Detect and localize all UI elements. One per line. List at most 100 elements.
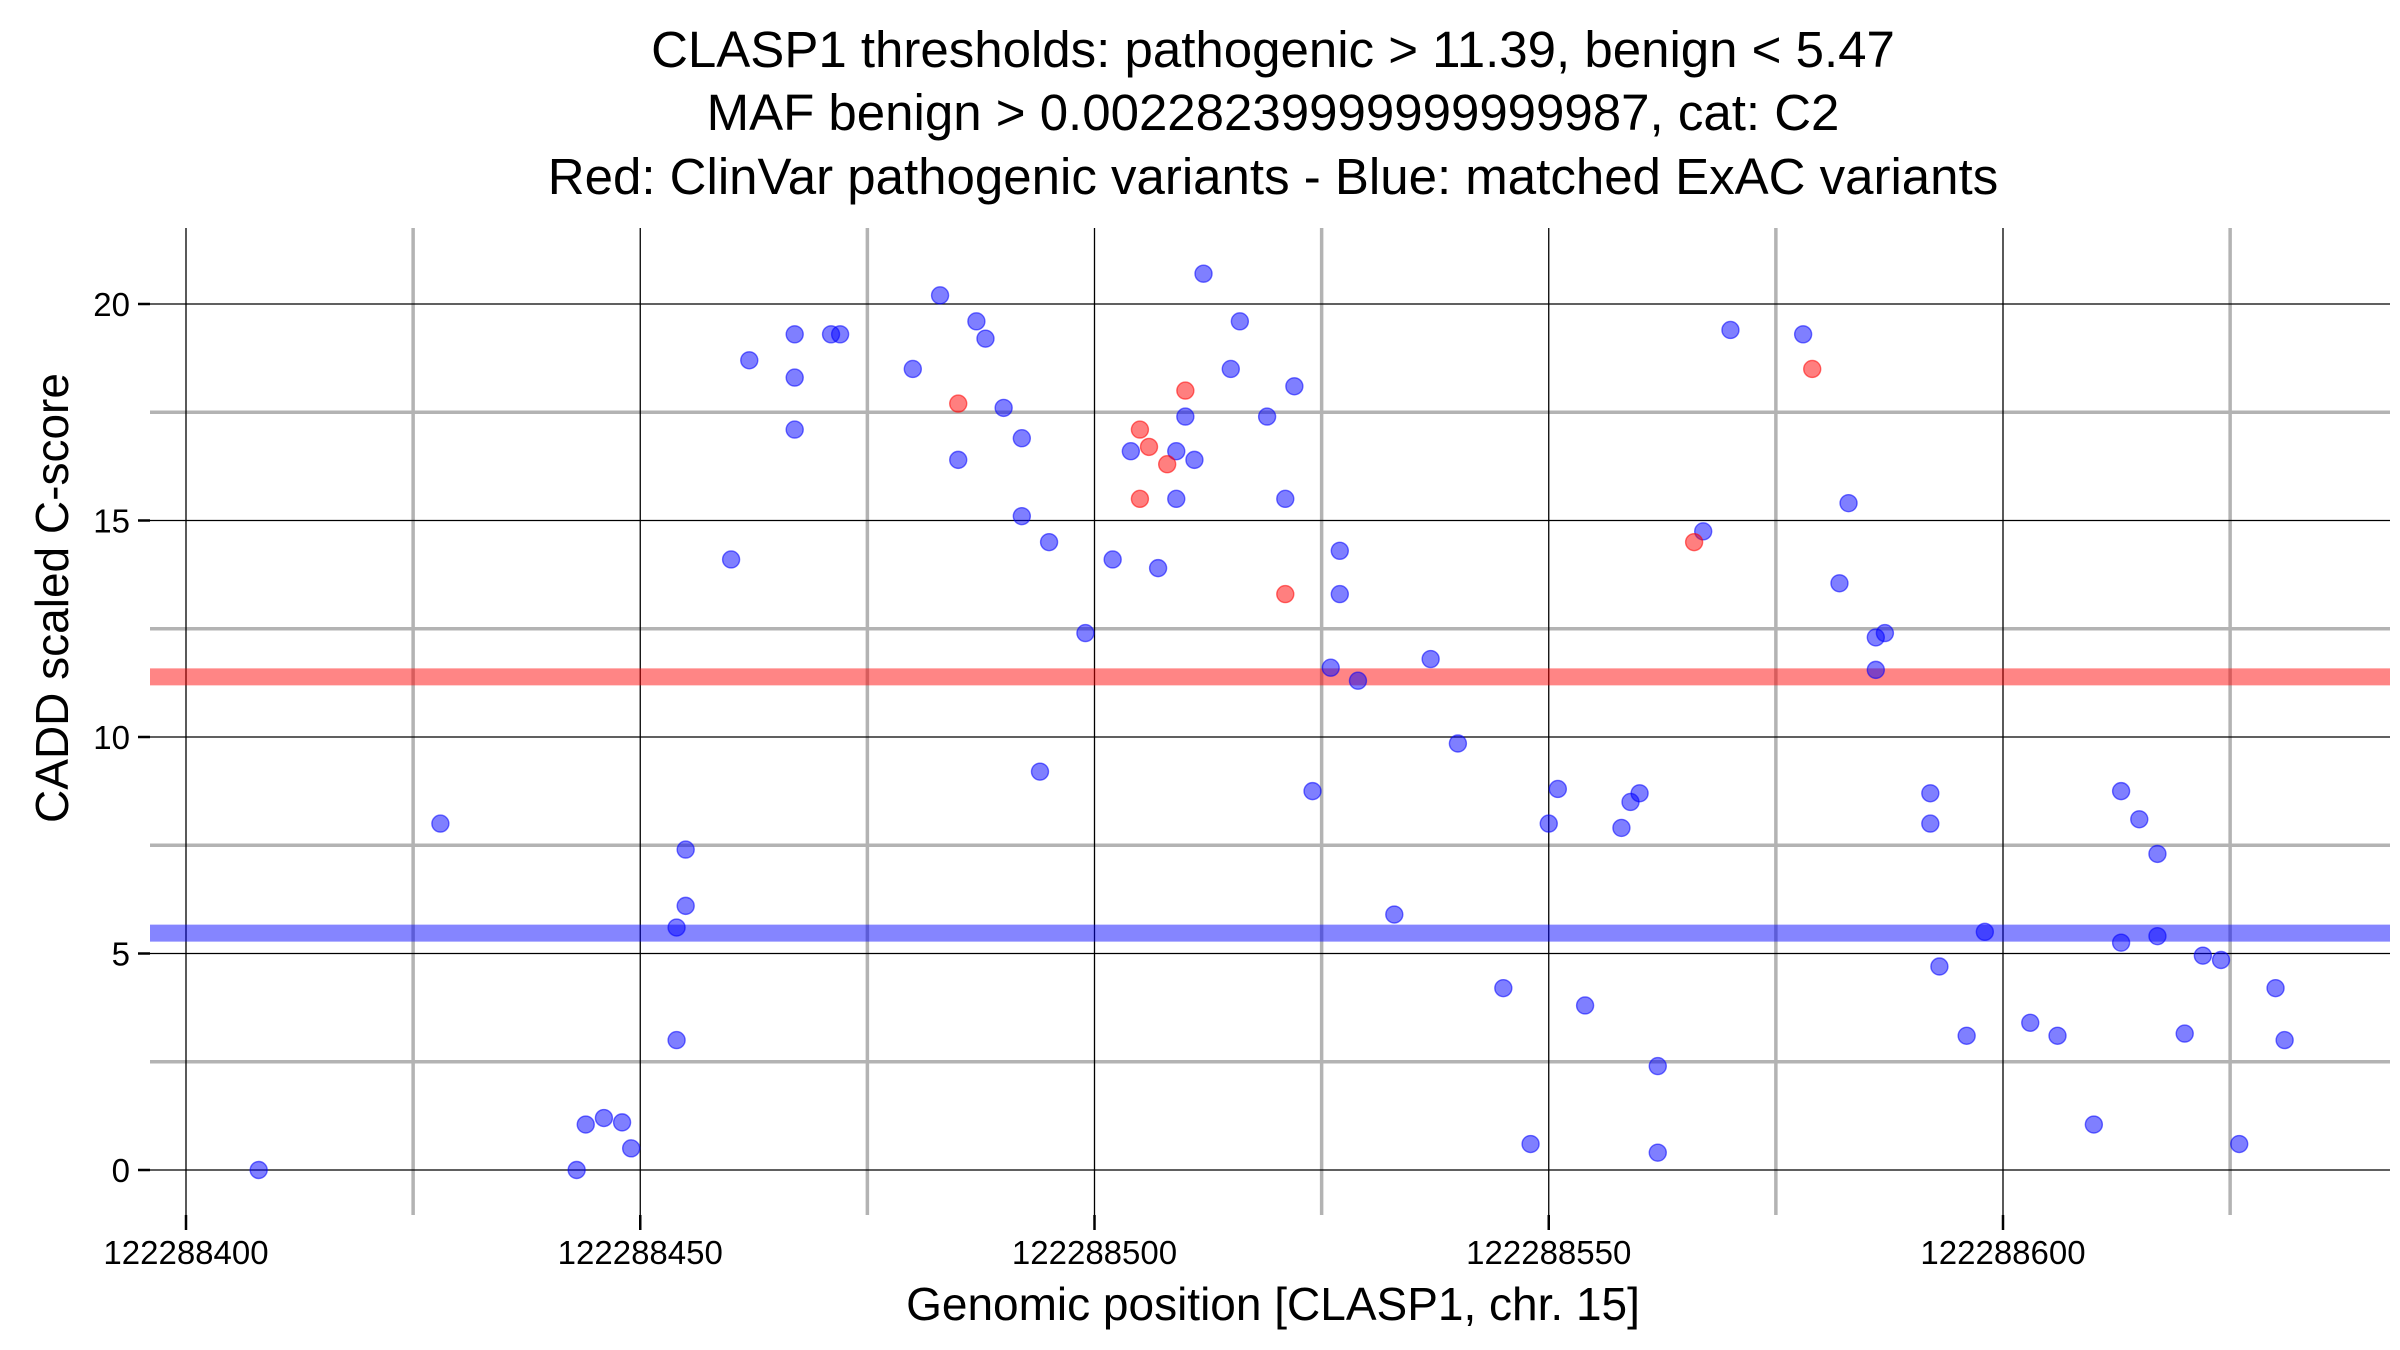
data-point (830, 325, 850, 344)
data-point (1167, 442, 1186, 461)
x-axis: 122288400 122288450 122288500 122288550 1222… (103, 1215, 2086, 1271)
data-point (1875, 623, 1895, 643)
x-tick-label: 122288550 (1466, 1234, 1631, 1271)
data-point (667, 1030, 686, 1050)
data-point (903, 359, 922, 379)
data-point (576, 1115, 595, 1134)
data-point (1348, 671, 1368, 690)
data-point (976, 329, 995, 348)
data-point (2111, 933, 2131, 952)
data-point (1285, 377, 1304, 396)
data-point (1721, 320, 1740, 340)
data-point (1039, 532, 1059, 552)
data-point (1121, 442, 1141, 461)
data-point (676, 840, 695, 859)
y-tick-label: 5 (112, 936, 130, 973)
data-point (1185, 450, 1204, 470)
data-point (1148, 558, 1168, 578)
data-point (1230, 312, 1250, 331)
data-point (967, 312, 986, 331)
data-point (1830, 574, 1849, 593)
data-point (1539, 814, 1558, 833)
data-point (667, 918, 686, 937)
data-point (1103, 550, 1122, 569)
x-tick-label: 122288500 (1012, 1234, 1177, 1271)
title-line-3: Red: ClinVar pathogenic variants - Blue:… (548, 148, 1998, 205)
minor-gridlines (150, 228, 2390, 1215)
data-point (1130, 489, 1150, 509)
data-point (1167, 489, 1186, 509)
data-point (594, 1108, 614, 1128)
data-point (2266, 978, 2285, 998)
data-point (930, 286, 950, 305)
data-point (1257, 407, 1277, 426)
y-axis-label: CADD scaled C-score (26, 373, 78, 823)
data-point (2084, 1115, 2104, 1134)
data-point (1521, 1134, 1540, 1154)
title-line-2: MAF benign > 0.00228239999999999987, cat… (707, 84, 1840, 141)
data-point (1330, 541, 1349, 561)
threshold-lines (150, 668, 2390, 942)
data-point (2111, 781, 2131, 801)
y-tick-label: 10 (93, 719, 130, 756)
data-point (1303, 781, 1322, 801)
data-point (2193, 946, 2213, 965)
data-point (676, 896, 695, 916)
y-axis: 0 5 10 15 20 (93, 286, 150, 1189)
data-point (1012, 429, 1032, 448)
data-point (1921, 784, 1940, 803)
x-axis-label: Genomic position [CLASP1, chr. 15] (906, 1278, 1640, 1330)
data-point (1030, 762, 1050, 781)
data-point (949, 394, 968, 413)
major-gridlines (150, 228, 2390, 1215)
data-point (431, 814, 450, 833)
data-point (1648, 1056, 1667, 1076)
y-tick-label: 20 (93, 286, 130, 323)
data-point (2175, 1024, 2194, 1043)
data-point (1276, 584, 1295, 604)
data-point (740, 351, 759, 370)
data-point (567, 1160, 586, 1180)
data-point (2148, 926, 2167, 946)
data-points (249, 264, 2294, 1180)
data-point (2275, 1030, 2294, 1050)
data-point (1866, 660, 1886, 680)
data-point (949, 450, 968, 470)
data-point (1648, 1143, 1667, 1162)
data-point (1494, 978, 1513, 998)
data-point (1139, 437, 1159, 457)
data-point (1930, 957, 1949, 976)
title-line-1: CLASP1 thresholds: pathogenic > 11.39, b… (651, 21, 1895, 78)
x-tick-label: 122288600 (1920, 1234, 2085, 1271)
data-point (612, 1113, 632, 1132)
data-point (1276, 489, 1295, 509)
y-tick-label: 15 (93, 503, 130, 540)
x-tick-label: 122288400 (103, 1234, 268, 1271)
data-point (1803, 359, 1822, 379)
data-point (1194, 264, 1213, 283)
data-point (1793, 325, 1813, 344)
data-point (1385, 905, 1404, 924)
data-point (1421, 649, 1440, 669)
data-point (2211, 950, 2231, 970)
data-point (1612, 818, 1631, 838)
data-point (1330, 584, 1349, 604)
data-point (721, 550, 741, 569)
data-point (1157, 455, 1177, 474)
data-point (1957, 1026, 1976, 1045)
data-point (1221, 359, 1240, 379)
data-point (2048, 1026, 2067, 1045)
data-point (1176, 407, 1195, 426)
x-tick-label: 122288450 (558, 1234, 723, 1271)
data-point (1321, 658, 1340, 677)
data-point (1448, 734, 1468, 753)
data-point (249, 1160, 268, 1180)
data-point (2148, 844, 2167, 864)
chart-title: CLASP1 thresholds: pathogenic > 11.39, b… (548, 21, 1998, 205)
data-point (1684, 532, 1704, 552)
data-point (1575, 996, 1595, 1015)
data-point (1076, 623, 1095, 643)
data-point (1130, 420, 1150, 439)
data-point (785, 368, 804, 387)
